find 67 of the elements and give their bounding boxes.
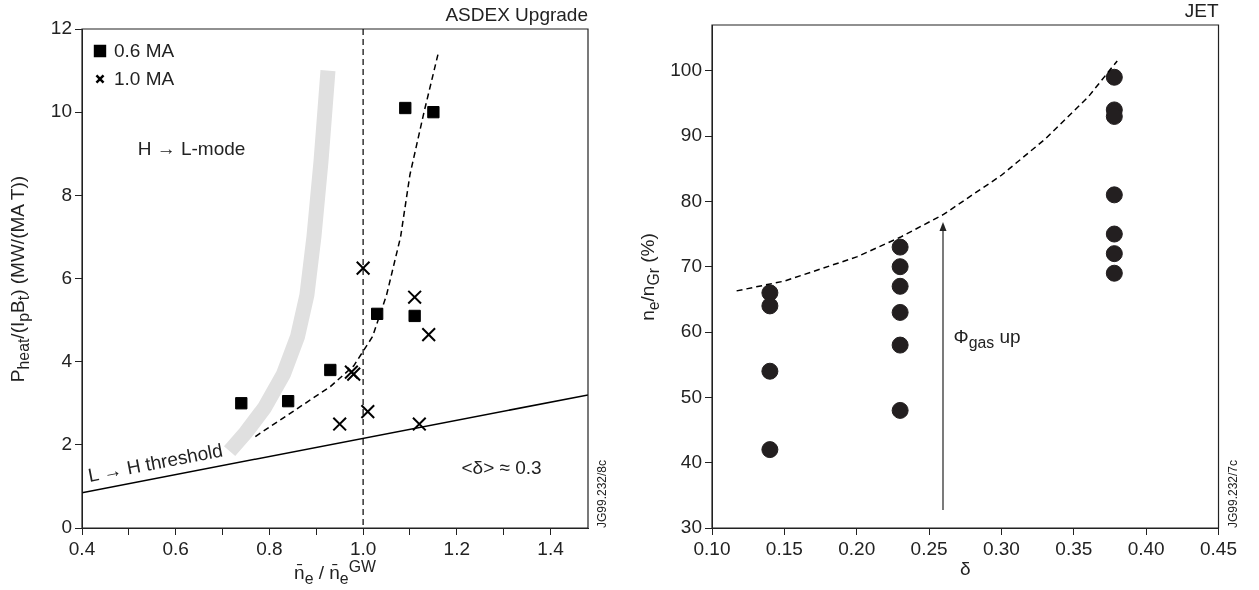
point bbox=[332, 416, 348, 432]
point bbox=[421, 327, 437, 342]
y-tick-label: 40 bbox=[680, 450, 702, 472]
text: JG99.232/8c bbox=[595, 459, 609, 528]
x-tick-label: 0.45 bbox=[1200, 537, 1237, 559]
y-tick-label: 0 bbox=[61, 516, 72, 538]
y-tick-label: 70 bbox=[680, 254, 702, 276]
x-tick-label: 0.4 bbox=[68, 537, 96, 559]
y-tick-label: 100 bbox=[670, 58, 702, 80]
point bbox=[1105, 68, 1123, 86]
x-tick-label: 0.35 bbox=[1055, 537, 1093, 559]
point bbox=[891, 258, 909, 276]
annotation: H → L-mode bbox=[137, 137, 246, 159]
point bbox=[891, 238, 909, 256]
point bbox=[1105, 186, 1123, 204]
x-tick-label: 0.40 bbox=[1127, 537, 1165, 559]
line-series bbox=[735, 60, 1118, 292]
x-tick-label: 0.30 bbox=[982, 537, 1020, 559]
x-tick-label: 1.4 bbox=[537, 537, 565, 559]
point bbox=[761, 297, 779, 315]
point bbox=[1105, 245, 1123, 263]
annotation: Φ$_{gas}$ up bbox=[953, 325, 1021, 351]
y-tick-label: 10 bbox=[50, 100, 72, 122]
y-tick-label: 6 bbox=[61, 266, 72, 288]
y-tick-label: 90 bbox=[680, 124, 702, 146]
point bbox=[761, 362, 779, 380]
x-tick-label: 0.6 bbox=[162, 537, 189, 559]
point bbox=[761, 441, 779, 459]
x-tick-label: 0.15 bbox=[765, 537, 803, 559]
point bbox=[399, 101, 412, 115]
x-tick-label: 0.10 bbox=[693, 537, 731, 559]
chart-title: JET bbox=[1184, 0, 1219, 21]
chart-title: ASDEX Upgrade bbox=[445, 4, 588, 25]
point bbox=[891, 277, 909, 295]
point bbox=[891, 401, 909, 419]
y-tick-label: 4 bbox=[61, 349, 73, 371]
y-tick-label: 50 bbox=[680, 385, 702, 407]
point bbox=[324, 363, 337, 377]
point bbox=[1105, 225, 1123, 243]
y-tick-label: 8 bbox=[61, 183, 72, 205]
x-tick-label: 1.0 bbox=[349, 537, 377, 559]
point bbox=[1105, 264, 1123, 282]
y-tick-label: 80 bbox=[680, 189, 702, 211]
point bbox=[411, 416, 427, 432]
legend-label: 0.6 MA bbox=[114, 40, 175, 62]
y-tick-label: 30 bbox=[680, 516, 702, 538]
point bbox=[427, 106, 440, 119]
x-tick-label: 0.20 bbox=[838, 537, 876, 559]
text: JG99.232/7c bbox=[1225, 459, 1240, 528]
point bbox=[891, 336, 909, 354]
x-tick-label: 0.25 bbox=[910, 537, 948, 559]
x-tick-label: 1.2 bbox=[443, 537, 471, 559]
point bbox=[891, 303, 909, 321]
y-tick-label: 2 bbox=[61, 433, 72, 455]
point bbox=[281, 395, 295, 408]
point bbox=[235, 397, 248, 410]
point bbox=[408, 309, 421, 323]
point bbox=[407, 289, 423, 305]
legend-label: 1.0 MA bbox=[114, 68, 175, 90]
y-tick-label: 60 bbox=[680, 320, 702, 342]
annotation: <δ> ≈ 0.3 bbox=[461, 457, 542, 479]
point bbox=[360, 404, 376, 419]
annotation: L → H threshold bbox=[86, 439, 225, 486]
point bbox=[355, 260, 371, 276]
x-tick-label: 0.8 bbox=[256, 537, 283, 559]
x-axis-title: δ bbox=[959, 558, 971, 579]
y-tick-label: 12 bbox=[50, 17, 72, 39]
